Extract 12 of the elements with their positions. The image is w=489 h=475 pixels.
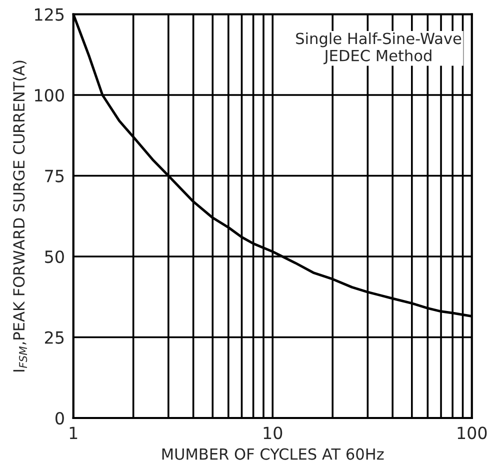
y-tick-label: 0 [56,412,64,425]
x-axis-title: MUMBER OF CYCLES AT 60Hz [162,448,384,460]
x-tick-label: 100 [458,426,487,440]
y-tick-label: 75 [45,170,64,182]
y-tick-label: 50 [45,250,64,264]
y-tick-label: 100 [35,88,64,102]
y-axis-title: I$_{FSM}$,PEAK FORWARD SURGE CURRENT(A) [12,60,28,372]
x-tick-label: 1 [70,426,78,439]
y-tick-label: 125 [35,8,64,21]
annotation: Single Half-Sine-Wave JEDEC Method [296,32,462,64]
y-tick-label: 25 [45,331,64,344]
x-tick-label: 10 [264,426,282,440]
